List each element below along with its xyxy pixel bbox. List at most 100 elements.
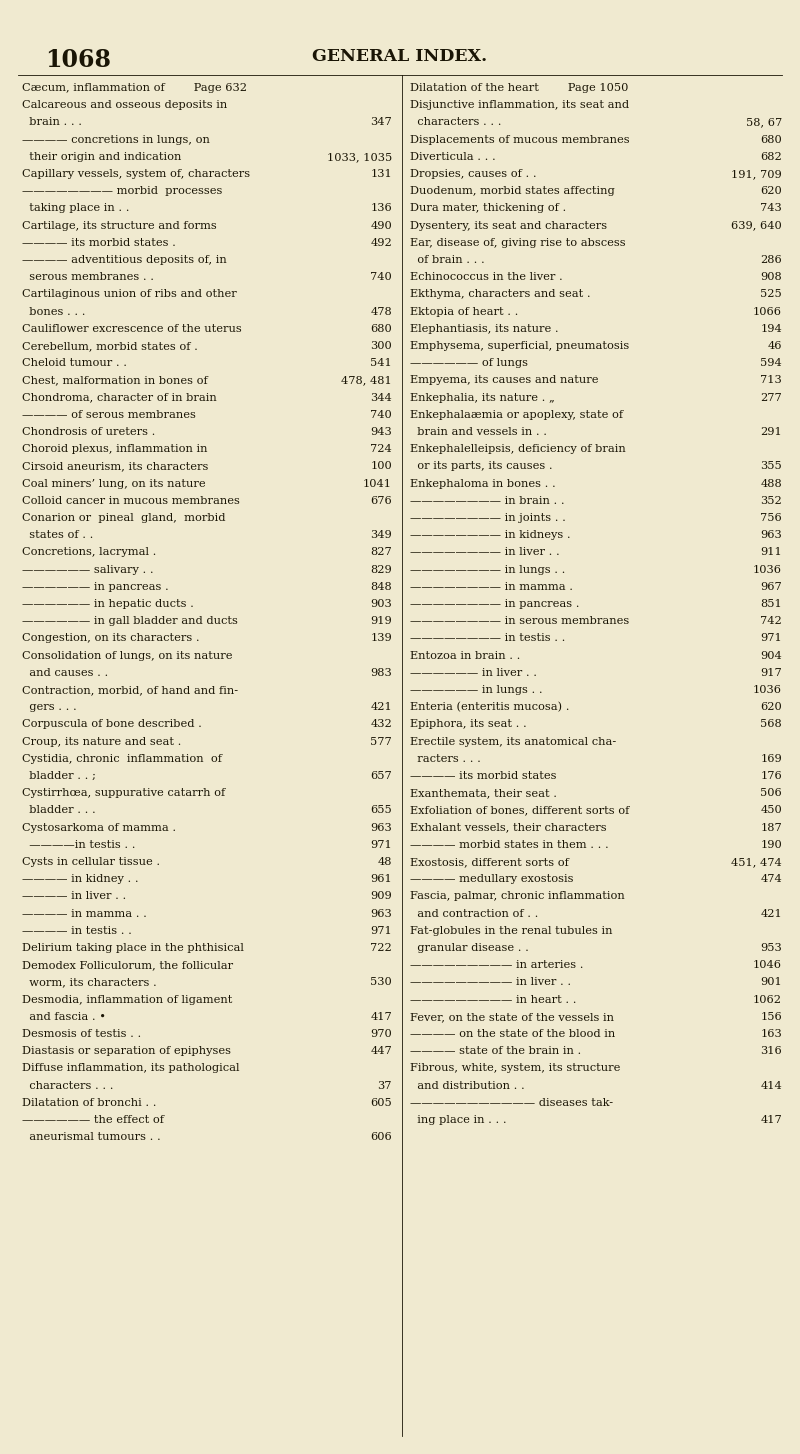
Text: Dropsies, causes of . .: Dropsies, causes of . .: [410, 169, 537, 179]
Text: Enkephalia, its nature . „: Enkephalia, its nature . „: [410, 393, 555, 403]
Text: ing place in . . .: ing place in . . .: [410, 1115, 506, 1125]
Text: Cartilaginous union of ribs and other: Cartilaginous union of ribs and other: [22, 289, 237, 300]
Text: 1036: 1036: [753, 564, 782, 574]
Text: bones . . .: bones . . .: [22, 307, 86, 317]
Text: —————— the effect of: —————— the effect of: [22, 1115, 164, 1125]
Text: Entozoa in brain . .: Entozoa in brain . .: [410, 650, 520, 660]
Text: ———————— in joints . .: ———————— in joints . .: [410, 513, 566, 523]
Text: Chondroma, character of in brain: Chondroma, character of in brain: [22, 393, 217, 403]
Text: 620: 620: [760, 186, 782, 196]
Text: and causes . .: and causes . .: [22, 667, 108, 678]
Text: 848: 848: [370, 582, 392, 592]
Text: Erectile system, its anatomical cha-: Erectile system, its anatomical cha-: [410, 737, 616, 746]
Text: —————— in lungs . .: —————— in lungs . .: [410, 685, 542, 695]
Text: 919: 919: [370, 616, 392, 627]
Text: ——————————— diseases tak-: ——————————— diseases tak-: [410, 1098, 613, 1108]
Text: and distribution . .: and distribution . .: [410, 1080, 525, 1090]
Text: 447: 447: [370, 1047, 392, 1056]
Text: ———————— in liver . .: ———————— in liver . .: [410, 547, 560, 557]
Text: ———————— morbid  processes: ———————— morbid processes: [22, 186, 222, 196]
Text: 492: 492: [370, 238, 392, 247]
Text: Delirium taking place in the phthisical: Delirium taking place in the phthisical: [22, 944, 244, 952]
Text: ———— in mamma . .: ———— in mamma . .: [22, 909, 147, 919]
Text: taking place in . .: taking place in . .: [22, 204, 130, 214]
Text: ———————— in mamma .: ———————— in mamma .: [410, 582, 573, 592]
Text: 682: 682: [760, 151, 782, 161]
Text: racters . . .: racters . . .: [410, 753, 481, 763]
Text: Croup, its nature and seat .: Croup, its nature and seat .: [22, 737, 182, 746]
Text: 911: 911: [760, 547, 782, 557]
Text: ———— state of the brain in .: ———— state of the brain in .: [410, 1047, 582, 1056]
Text: 740: 740: [370, 410, 392, 420]
Text: 300: 300: [370, 342, 392, 350]
Text: 983: 983: [370, 667, 392, 678]
Text: ———— of serous membranes: ———— of serous membranes: [22, 410, 196, 420]
Text: 740: 740: [370, 272, 392, 282]
Text: Enkephaloma in bones . .: Enkephaloma in bones . .: [410, 478, 556, 489]
Text: 756: 756: [760, 513, 782, 523]
Text: 156: 156: [760, 1012, 782, 1022]
Text: 316: 316: [760, 1047, 782, 1056]
Text: Displacements of mucous membranes: Displacements of mucous membranes: [410, 135, 630, 144]
Text: 169: 169: [760, 753, 782, 763]
Text: 594: 594: [760, 358, 782, 368]
Text: Empyema, its causes and nature: Empyema, its causes and nature: [410, 375, 598, 385]
Text: 1062: 1062: [753, 995, 782, 1005]
Text: Congestion, on its characters .: Congestion, on its characters .: [22, 634, 200, 644]
Text: 901: 901: [760, 977, 782, 987]
Text: 478: 478: [370, 307, 392, 317]
Text: 1068: 1068: [45, 48, 111, 73]
Text: Exanthemata, their seat .: Exanthemata, their seat .: [410, 788, 557, 798]
Text: 421: 421: [370, 702, 392, 712]
Text: Cirsoid aneurism, its characters: Cirsoid aneurism, its characters: [22, 461, 208, 471]
Text: 525: 525: [760, 289, 782, 300]
Text: 620: 620: [760, 702, 782, 712]
Text: Echinococcus in the liver .: Echinococcus in the liver .: [410, 272, 562, 282]
Text: Emphysema, superficial, ⁣pneumatosis: Emphysema, superficial, ⁣pneumatosis: [410, 342, 630, 350]
Text: Fascia, palmar, chronic inflammation: Fascia, palmar, chronic inflammation: [410, 891, 625, 901]
Text: 541: 541: [370, 358, 392, 368]
Text: 191, 709: 191, 709: [731, 169, 782, 179]
Text: 506: 506: [760, 788, 782, 798]
Text: 917: 917: [760, 667, 782, 678]
Text: Ear, disease of, giving rise to abscess: Ear, disease of, giving rise to abscess: [410, 238, 626, 247]
Text: granular disease . .: granular disease . .: [410, 944, 529, 952]
Text: ———— in kidney . .: ———— in kidney . .: [22, 874, 138, 884]
Text: Dysentery, its seat and characters: Dysentery, its seat and characters: [410, 221, 607, 231]
Text: Dilatation of the heart        Page 1050: Dilatation of the heart Page 1050: [410, 83, 628, 93]
Text: Disjunctive inflammation, its seat and: Disjunctive inflammation, its seat and: [410, 100, 629, 111]
Text: Desmosis of testis . .: Desmosis of testis . .: [22, 1029, 142, 1040]
Text: Capillary vessels, system of, characters: Capillary vessels, system of, characters: [22, 169, 250, 179]
Text: 676: 676: [370, 496, 392, 506]
Text: 908: 908: [760, 272, 782, 282]
Text: 1046: 1046: [753, 960, 782, 970]
Text: ———— its morbid states: ———— its morbid states: [410, 771, 557, 781]
Text: —————— in gall bladder and ducts: —————— in gall bladder and ducts: [22, 616, 238, 627]
Text: 450: 450: [760, 806, 782, 816]
Text: 963: 963: [760, 531, 782, 541]
Text: 943: 943: [370, 427, 392, 438]
Text: Elephantiasis, its nature .: Elephantiasis, its nature .: [410, 324, 558, 334]
Text: ———————— in lungs . .: ———————— in lungs . .: [410, 564, 566, 574]
Text: 655: 655: [370, 806, 392, 816]
Text: Coal miners’ lung, on its nature: Coal miners’ lung, on its nature: [22, 478, 206, 489]
Text: worm, its characters .: worm, its characters .: [22, 977, 157, 987]
Text: 46: 46: [767, 342, 782, 350]
Text: Enkephalelleipsis, deficiency of brain: Enkephalelleipsis, deficiency of brain: [410, 445, 626, 454]
Text: Cartilage, its structure and forms: Cartilage, its structure and forms: [22, 221, 217, 231]
Text: Epiphora, its seat . .: Epiphora, its seat . .: [410, 720, 526, 730]
Text: Cauliflower excrescence of the uterus: Cauliflower excrescence of the uterus: [22, 324, 242, 334]
Text: —————— in pancreas .: —————— in pancreas .: [22, 582, 169, 592]
Text: Fever, on the state of the vessels in: Fever, on the state of the vessels in: [410, 1012, 614, 1022]
Text: 349: 349: [370, 531, 392, 541]
Text: 474: 474: [760, 874, 782, 884]
Text: 478, 481: 478, 481: [342, 375, 392, 385]
Text: ———— concretions in lungs, on: ———— concretions in lungs, on: [22, 135, 210, 144]
Text: Cæcum, inflammation of        Page 632: Cæcum, inflammation of Page 632: [22, 83, 247, 93]
Text: Cheloid tumour . .: Cheloid tumour . .: [22, 358, 127, 368]
Text: gers . . .: gers . . .: [22, 702, 77, 712]
Text: 344: 344: [370, 393, 392, 403]
Text: 971: 971: [370, 840, 392, 849]
Text: bladder . . .: bladder . . .: [22, 806, 96, 816]
Text: 131: 131: [370, 169, 392, 179]
